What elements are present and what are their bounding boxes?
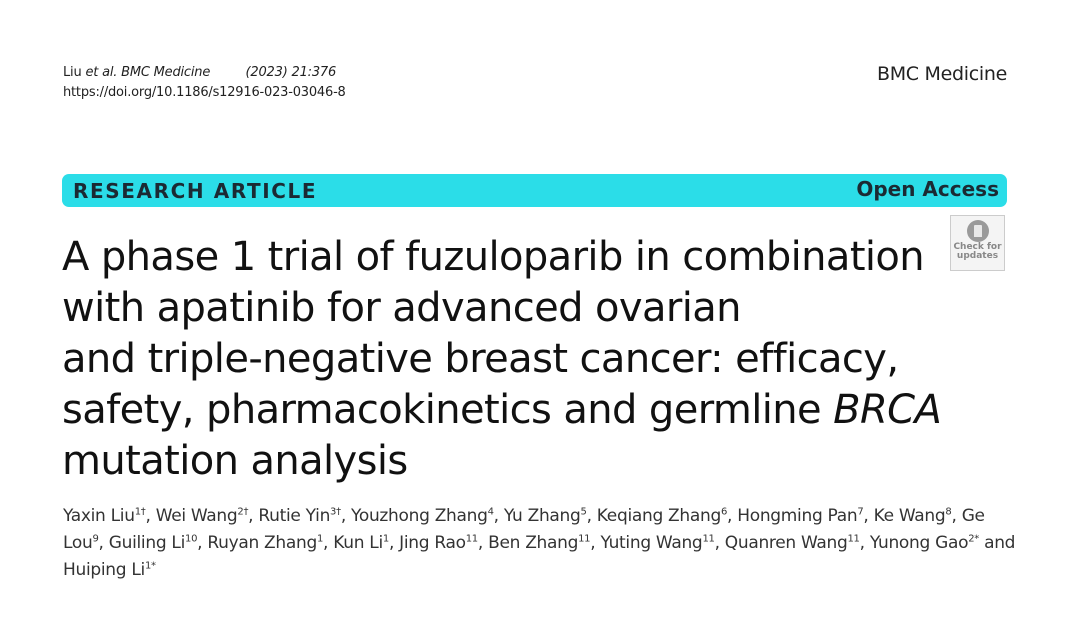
author-name: Yunong Gao [869, 533, 969, 553]
check-for-updates-text: updates [956, 251, 999, 261]
author[interactable]: Yu Zhang5 [504, 506, 587, 526]
author-affiliation: 1 [382, 533, 389, 545]
title-gene: BRCA [833, 387, 942, 433]
author-separator: , [98, 533, 109, 553]
author-name: Quanren Wang [724, 533, 848, 553]
author-separator: , [388, 533, 400, 553]
author-affiliation: 8 [945, 506, 952, 518]
author-affiliation: 4 [487, 506, 494, 518]
author-affiliation: 11 [847, 533, 860, 545]
author-separator: , [493, 506, 504, 526]
title-text: safety, pharmacokinetics and germline [62, 387, 834, 433]
author[interactable]: Hongming Pan7 [737, 506, 863, 526]
author-name: Keqiang Zhang [596, 506, 721, 526]
author-name: Ruyan Zhang [207, 533, 317, 553]
author-affiliation: 6 [720, 506, 728, 518]
check-for-updates-badge[interactable]: Check for updates [950, 215, 1005, 271]
author[interactable]: Ke Wang8 [874, 506, 952, 526]
citation-author: Liu [63, 65, 82, 80]
author-name: Yaxin Liu [63, 506, 135, 526]
author-affiliation: 11 [578, 533, 591, 545]
author-name: Kun Li [333, 533, 383, 553]
author-separator: , [340, 506, 352, 526]
author[interactable]: Rutie Yin3† [258, 506, 341, 526]
author-affiliation: 9 [92, 533, 99, 545]
author-name: Yu Zhang [503, 506, 581, 526]
author[interactable]: Jing Rao11 [399, 533, 478, 553]
article-title: A phase 1 trial of fuzuloparib in combin… [62, 232, 942, 487]
author-affiliation: 7 [857, 506, 864, 518]
title-line: with apatinib for advanced ovarian [62, 285, 742, 331]
author-name: Huiping Li [63, 560, 145, 580]
author-affiliation: 1† [134, 506, 146, 518]
bookmark-circle-icon [966, 220, 989, 242]
author-separator: , [727, 506, 738, 526]
author-name: Wei Wang [155, 506, 238, 526]
author-affiliation: 11 [702, 533, 715, 545]
author[interactable]: Ben Zhang11 [488, 533, 590, 553]
author-name: Ben Zhang [488, 533, 579, 553]
title-line: mutation analysis [62, 438, 408, 484]
author-name: Rutie Yin [258, 506, 331, 526]
citation-journal: et al. BMC Medicine [85, 65, 211, 80]
title-line: safety, pharmacokinetics and germline BR… [62, 385, 942, 436]
author-name: Yuting Wang [600, 533, 703, 553]
author-separator: , [145, 506, 156, 526]
author[interactable]: Quanren Wang11 [725, 533, 860, 553]
author-separator: , [863, 506, 874, 526]
author-separator: , [323, 533, 334, 553]
title-line: A phase 1 trial of fuzuloparib in combin… [62, 234, 925, 280]
author[interactable]: Kun Li1 [333, 533, 389, 553]
author-name: Jing Rao [399, 533, 466, 553]
author-separator: and [978, 533, 1016, 553]
author-separator: , [197, 533, 208, 553]
author-separator: , [248, 506, 259, 526]
author-name: Guiling Li [108, 533, 186, 553]
author-name: Hongming Pan [737, 506, 858, 526]
author[interactable]: Youzhong Zhang4 [351, 506, 494, 526]
title-line: and triple-negative breast cancer: effic… [62, 336, 899, 382]
author-list: Yaxin Liu1†, Wei Wang2†, Rutie Yin3†, Yo… [63, 503, 1023, 584]
author[interactable]: Huiping Li1* [63, 560, 156, 580]
author-name: Ke Wang [873, 506, 946, 526]
author-affiliation: 3† [330, 506, 341, 518]
author-separator: , [859, 533, 870, 553]
author-separator: , [714, 533, 725, 553]
author-affiliation: 2* [968, 533, 979, 545]
open-access-label: Open Access [856, 177, 999, 201]
author[interactable]: Guiling Li10 [108, 533, 198, 553]
author[interactable]: Wei Wang2† [155, 506, 249, 526]
citation-line: Liu et al. BMC Medicine (2023) 21:376 [63, 63, 346, 83]
author-name: Youzhong Zhang [351, 506, 488, 526]
author-name: Ge Lou [63, 506, 985, 553]
journal-name: BMC Medicine [876, 63, 1007, 85]
author-affiliation: 10 [185, 533, 198, 545]
check-for-updates-text: Check for [953, 242, 1002, 252]
author-affiliation: 1* [144, 560, 156, 572]
author[interactable]: Yunong Gao2* [870, 533, 979, 553]
author[interactable]: Yaxin Liu1† [63, 506, 146, 526]
author[interactable]: Ge Lou9 [63, 506, 985, 553]
author-affiliation: 5 [580, 506, 587, 518]
citation-year-volume: (2023) 21:376 [245, 65, 337, 80]
author-separator: , [951, 506, 962, 526]
article-type-banner: RESEARCH ARTICLE Open Access [62, 174, 1007, 207]
author[interactable]: Yuting Wang11 [600, 533, 714, 553]
author-separator: , [590, 533, 601, 553]
author-separator: , [586, 506, 597, 526]
author[interactable]: Keqiang Zhang6 [596, 506, 728, 526]
author-affiliation: 11 [465, 533, 478, 545]
article-type: RESEARCH ARTICLE [73, 179, 318, 203]
author-affiliation: 2† [237, 506, 249, 518]
doi-link[interactable]: https://doi.org/10.1186/s12916-023-03046… [63, 85, 346, 100]
citation-block: Liu et al. BMC Medicine (2023) 21:376 ht… [63, 63, 346, 103]
author-separator: , [477, 533, 489, 553]
author[interactable]: Ruyan Zhang1 [207, 533, 323, 553]
author-affiliation: 1 [316, 533, 324, 545]
